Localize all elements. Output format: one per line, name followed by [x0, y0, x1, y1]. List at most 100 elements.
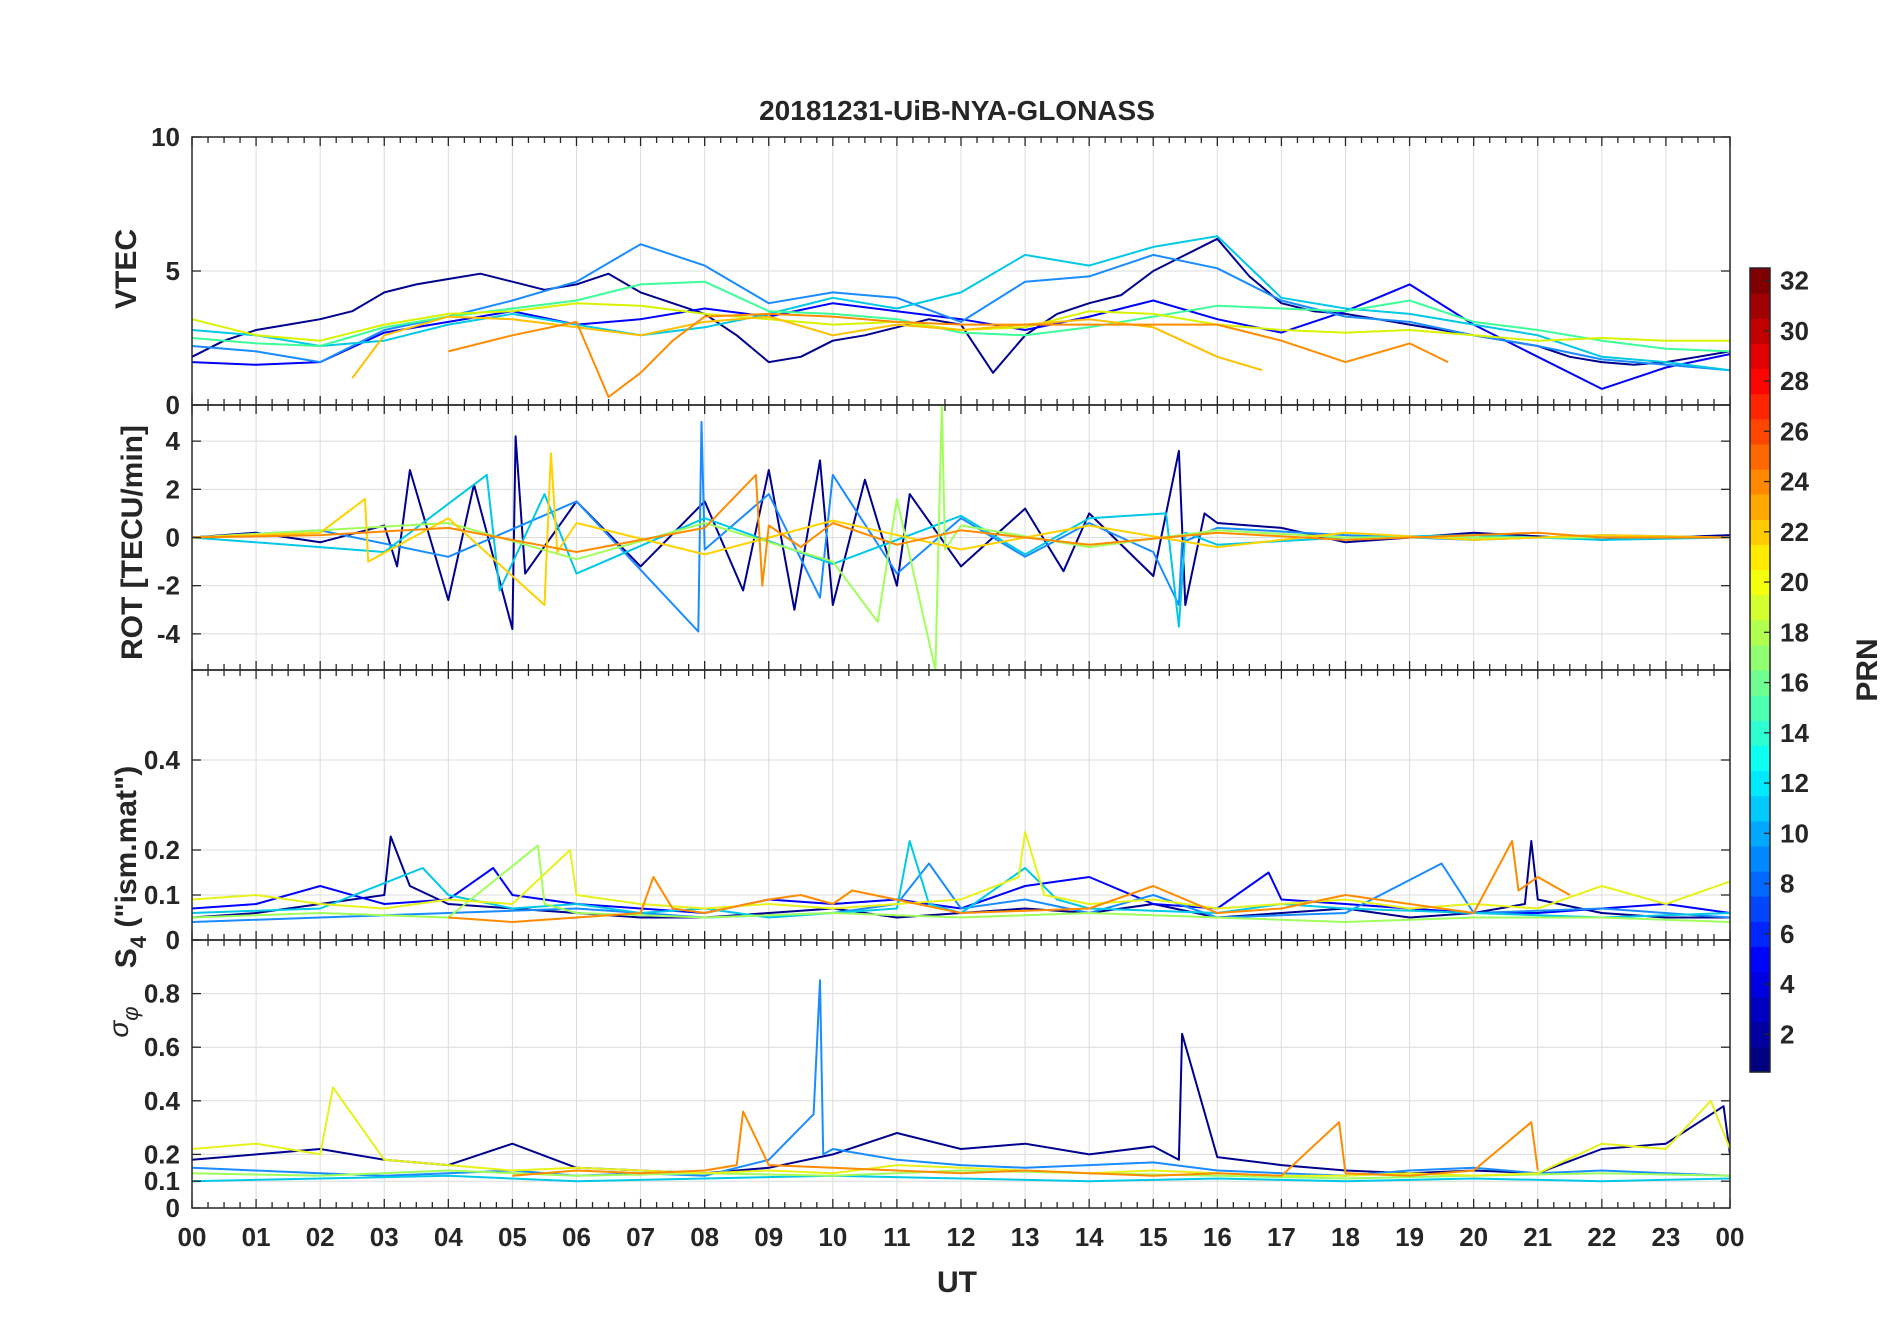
colorbar-segment	[1750, 946, 1770, 973]
y-tick-label: -2	[157, 571, 180, 601]
colorbar-segment	[1750, 293, 1770, 319]
x-tick-label: 09	[754, 1222, 783, 1252]
colorbar-tick-label: 8	[1780, 869, 1794, 899]
panel-vtec: 0 5 10 VTEC	[110, 122, 1731, 420]
series-line-vtec-7	[448, 312, 1449, 398]
y-tick-label: 0.4	[144, 745, 181, 775]
series-line-rot-5	[192, 473, 1730, 587]
x-tick-label: 12	[947, 1222, 976, 1252]
x-tick-label: 16	[1203, 1222, 1232, 1252]
colorbar-segment	[1750, 921, 1770, 947]
colorbar-segment	[1750, 845, 1770, 872]
x-tick-label: 08	[690, 1222, 719, 1252]
colorbar-segment	[1750, 544, 1770, 571]
x-tick-label: 21	[1523, 1222, 1552, 1252]
panel-s4: 0 0.1 0.2 0.4S4 ("ism.mat")	[110, 669, 1731, 968]
x-tick-label: 23	[1651, 1222, 1680, 1252]
colorbar-label: PRN	[1851, 638, 1884, 701]
colorbar-segment	[1750, 494, 1770, 520]
x-tick-label: 01	[242, 1222, 271, 1252]
x-tick-label: 11	[883, 1222, 911, 1252]
colorbar-tick-label: 6	[1780, 919, 1794, 949]
colorbar-tick-label: 18	[1780, 617, 1809, 647]
colorbar-tick-label: 28	[1780, 366, 1809, 396]
colorbar-segment	[1750, 469, 1770, 495]
colorbar-segment	[1750, 418, 1770, 445]
colorbar-tick-label: 12	[1780, 768, 1809, 798]
y-axis-label: S4 ("ism.mat")	[110, 766, 151, 968]
x-tick-label: 20	[1459, 1222, 1488, 1252]
x-tick-label: 05	[498, 1222, 527, 1252]
colorbar-segment	[1750, 368, 1770, 395]
chart-title: 20181231-UiB-NYA-GLONASS	[759, 95, 1155, 126]
x-tick-label: 00	[1716, 1222, 1745, 1252]
x-tick-label: 00	[178, 1222, 207, 1252]
colorbar-tick-label: 26	[1780, 416, 1809, 446]
colorbar-segment	[1750, 594, 1770, 621]
x-tick-label: 10	[818, 1222, 847, 1252]
series-group	[192, 979, 1730, 1183]
y-tick-label: 0	[166, 390, 180, 420]
x-axis-label: UT	[937, 1266, 977, 1299]
colorbar-segment	[1750, 896, 1770, 922]
x-tick-label: 17	[1267, 1222, 1296, 1252]
x-tick-label: 06	[562, 1222, 591, 1252]
colorbar-tick-label: 24	[1780, 467, 1809, 497]
colorbar-segment	[1750, 519, 1770, 545]
series-line-vtec-3	[192, 235, 1730, 372]
y-tick-label: 0.6	[144, 1032, 180, 1062]
y-tick-label: 0.2	[144, 1139, 180, 1169]
series-line-s4-5	[192, 831, 1730, 910]
colorbar-segment	[1750, 569, 1770, 596]
y-tick-label: 2	[166, 474, 180, 504]
x-tick-label: 15	[1139, 1222, 1168, 1252]
x-tick-label: 02	[306, 1222, 335, 1252]
panel-sigma-phi: 00.10.2 0.4 0.6 0.8σφ 00 01 02 03 04 05 06 07 08 09 10…	[103, 939, 1745, 1252]
y-tick-label: 0	[166, 523, 180, 553]
colorbar-segment	[1750, 971, 1770, 998]
y-axis-label: σφ	[103, 1006, 143, 1037]
x-tick-label: 19	[1395, 1222, 1424, 1252]
y-tick-label: 5	[166, 256, 180, 286]
series-group	[192, 235, 1730, 398]
y-tick-label: 4	[166, 426, 181, 456]
series-line-s4-4	[192, 844, 1730, 923]
colorbar-tick-label: 22	[1780, 517, 1809, 547]
colorbar-segment	[1750, 443, 1770, 470]
colorbar-tick-label: 16	[1780, 668, 1809, 698]
colorbar-segment	[1750, 770, 1770, 797]
series-line-vtec-6	[351, 315, 1263, 379]
x-tick-label: 04	[434, 1222, 463, 1252]
colorbar-segment	[1750, 644, 1770, 671]
series-line-s4-6	[448, 840, 1571, 923]
colorbar-segment	[1750, 268, 1770, 294]
y-tick-label: -4	[157, 619, 181, 649]
series-group	[192, 405, 1730, 670]
colorbar-tick-label: 4	[1780, 969, 1795, 999]
colorbar-segment	[1750, 318, 1770, 344]
colorbar-segment	[1750, 871, 1770, 897]
series-line-s4-3	[192, 840, 1730, 919]
colorbar-tick-label: 10	[1780, 818, 1809, 848]
colorbar-tick-label: 32	[1780, 266, 1809, 296]
y-tick-label: 0.2	[144, 835, 180, 865]
colorbar-segment	[1750, 1046, 1770, 1073]
series-line-sigma-phi-4	[192, 1086, 1730, 1177]
y-tick-label: 0.8	[144, 979, 180, 1009]
colorbar-segment	[1750, 619, 1770, 646]
colorbar-tick-label: 14	[1780, 718, 1809, 748]
colorbar-segment	[1750, 393, 1770, 420]
colorbar-segment	[1750, 670, 1770, 696]
y-tick-label: 0	[166, 925, 180, 955]
x-tick-label: 14	[1075, 1222, 1104, 1252]
y-axis-label: ROT [TECU/min]	[116, 425, 149, 660]
series-line-sigma-phi-2	[192, 1174, 1730, 1183]
series-line-s4-2	[192, 862, 1730, 923]
y-tick-label: 10	[151, 122, 180, 152]
colorbar-segment	[1750, 996, 1770, 1023]
x-tick-label: 18	[1331, 1222, 1360, 1252]
colorbar-segment	[1750, 695, 1770, 721]
colorbar-segment	[1750, 343, 1770, 370]
